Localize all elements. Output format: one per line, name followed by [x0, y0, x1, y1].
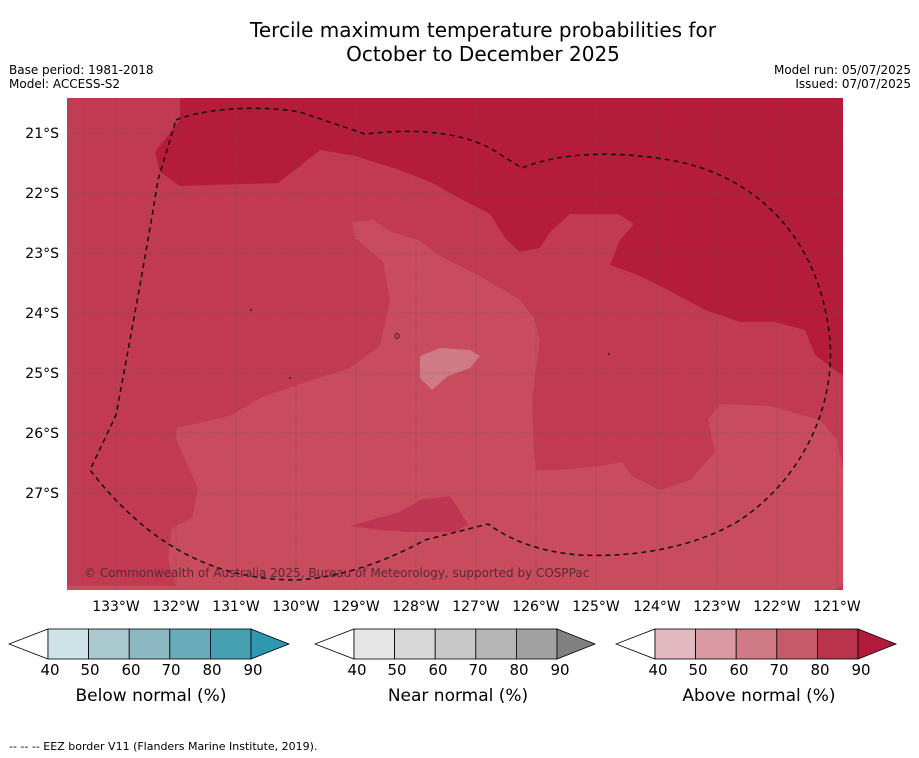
lat-label: 21°S	[25, 126, 59, 142]
colorbar-segment	[434, 628, 477, 660]
copyright-notice: © Commonwealth of Australia 2025, Bureau…	[84, 566, 590, 580]
legend-tick: 80	[810, 661, 830, 679]
colorbar-segment	[88, 628, 130, 660]
colorbar-segment	[776, 628, 818, 660]
colorbar-segment	[735, 628, 778, 660]
legend-title: Below normal (%)	[75, 686, 227, 706]
model-run: Model run: 05/07/2025	[773, 63, 911, 77]
colorbar-extend-high	[857, 628, 898, 660]
legend-tick: 40	[40, 661, 60, 679]
lat-label: 25°S	[25, 366, 59, 382]
probability-map: 21°S 22°S 23°S 24°S 25°S 26°S 27°S 133°W…	[25, 98, 861, 615]
lat-label: 22°S	[25, 186, 59, 202]
colorbar-extend-high	[250, 628, 291, 660]
lon-label: 129°W	[332, 599, 380, 615]
legend-tick: 50	[688, 661, 708, 679]
colorbar-near	[314, 628, 597, 660]
lon-label: 126°W	[512, 599, 560, 615]
legend-tick: 70	[468, 661, 488, 679]
grid-lines	[67, 98, 843, 590]
run-info: Model run: 05/07/2025 Issued: 07/07/2025	[774, 63, 911, 91]
legend-tick: 60	[428, 661, 448, 679]
colorbar-extend-low	[615, 628, 656, 660]
colorbar-extend-low	[8, 628, 49, 660]
legend-tick: 70	[769, 661, 789, 679]
lat-label: 24°S	[25, 306, 59, 322]
legend-tick: 90	[550, 661, 570, 679]
lon-label: 124°W	[633, 599, 681, 615]
legend-tick: 60	[729, 661, 749, 679]
map-area	[67, 98, 843, 590]
colorbar-extend-low	[314, 628, 355, 660]
title-line-1: Tercile maximum temperature probabilitie…	[250, 18, 716, 42]
colorbar-segment	[394, 628, 436, 660]
colorbar-segment	[128, 628, 171, 660]
lat-label: 26°S	[25, 426, 59, 442]
region-above-80-south	[350, 496, 468, 532]
issued-date: Issued: 07/07/2025	[795, 77, 911, 91]
lat-label: 27°S	[25, 486, 59, 502]
latitude-labels: 21°S 22°S 23°S 24°S 25°S 26°S 27°S	[25, 126, 59, 502]
longitude-labels: 133°W 132°W 131°W 130°W 129°W 128°W 127°…	[92, 599, 861, 615]
colorbar-segment	[353, 628, 395, 660]
colorbar-segment	[654, 628, 696, 660]
legend-tick: 70	[161, 661, 181, 679]
eez-border	[89, 107, 832, 581]
legend-tick: 90	[851, 661, 871, 679]
colorbar-below	[8, 628, 291, 660]
legend-tick: 50	[387, 661, 407, 679]
colorbar-extend-high	[556, 628, 597, 660]
colorbar-segment	[695, 628, 737, 660]
title-line-2: October to December 2025	[346, 42, 620, 66]
eez-footnote: -- -- -- EEZ border V11 (Flanders Marine…	[9, 740, 318, 753]
lon-label: 121°W	[813, 599, 861, 615]
lat-label: 23°S	[25, 246, 59, 262]
legend-tick: 50	[80, 661, 100, 679]
lon-label: 131°W	[212, 599, 260, 615]
island-marker	[250, 309, 252, 311]
colorbar-segment	[209, 628, 252, 660]
lon-label: 123°W	[693, 599, 741, 615]
region-above-60	[420, 348, 480, 390]
legend-title: Above normal (%)	[682, 686, 836, 706]
island-marker	[608, 353, 610, 355]
base-info: Base period: 1981-2018 Model: ACCESS-S2	[9, 63, 154, 91]
legend-tick: 90	[243, 661, 263, 679]
region-above-70	[67, 220, 843, 590]
colorbar-above	[615, 628, 898, 660]
region-west-edge	[67, 98, 81, 590]
island-marker	[289, 377, 291, 379]
colorbar-segment	[816, 628, 859, 660]
lon-label: 130°W	[272, 599, 320, 615]
colorbar-segment	[47, 628, 89, 660]
model-name: Model: ACCESS-S2	[9, 77, 121, 91]
lon-label: 127°W	[452, 599, 500, 615]
lon-label: 132°W	[152, 599, 200, 615]
lon-label: 128°W	[392, 599, 440, 615]
legend-tick: 60	[121, 661, 141, 679]
map-title: Tercile maximum temperature probabilitie…	[0, 18, 919, 66]
colorbar-segment	[169, 628, 211, 660]
region-above-90	[155, 98, 843, 376]
legend-title: Near normal (%)	[387, 686, 529, 706]
colorbar-segment	[475, 628, 517, 660]
lon-label: 125°W	[572, 599, 620, 615]
legend-tick: 40	[648, 661, 668, 679]
island-marker	[394, 333, 400, 339]
lon-label: 133°W	[92, 599, 140, 615]
legend-tick: 80	[509, 661, 529, 679]
legend-tick: 80	[202, 661, 222, 679]
legend-tick: 40	[347, 661, 367, 679]
lon-label: 122°W	[753, 599, 801, 615]
base-period: Base period: 1981-2018	[9, 63, 154, 77]
colorbar-segment	[515, 628, 558, 660]
